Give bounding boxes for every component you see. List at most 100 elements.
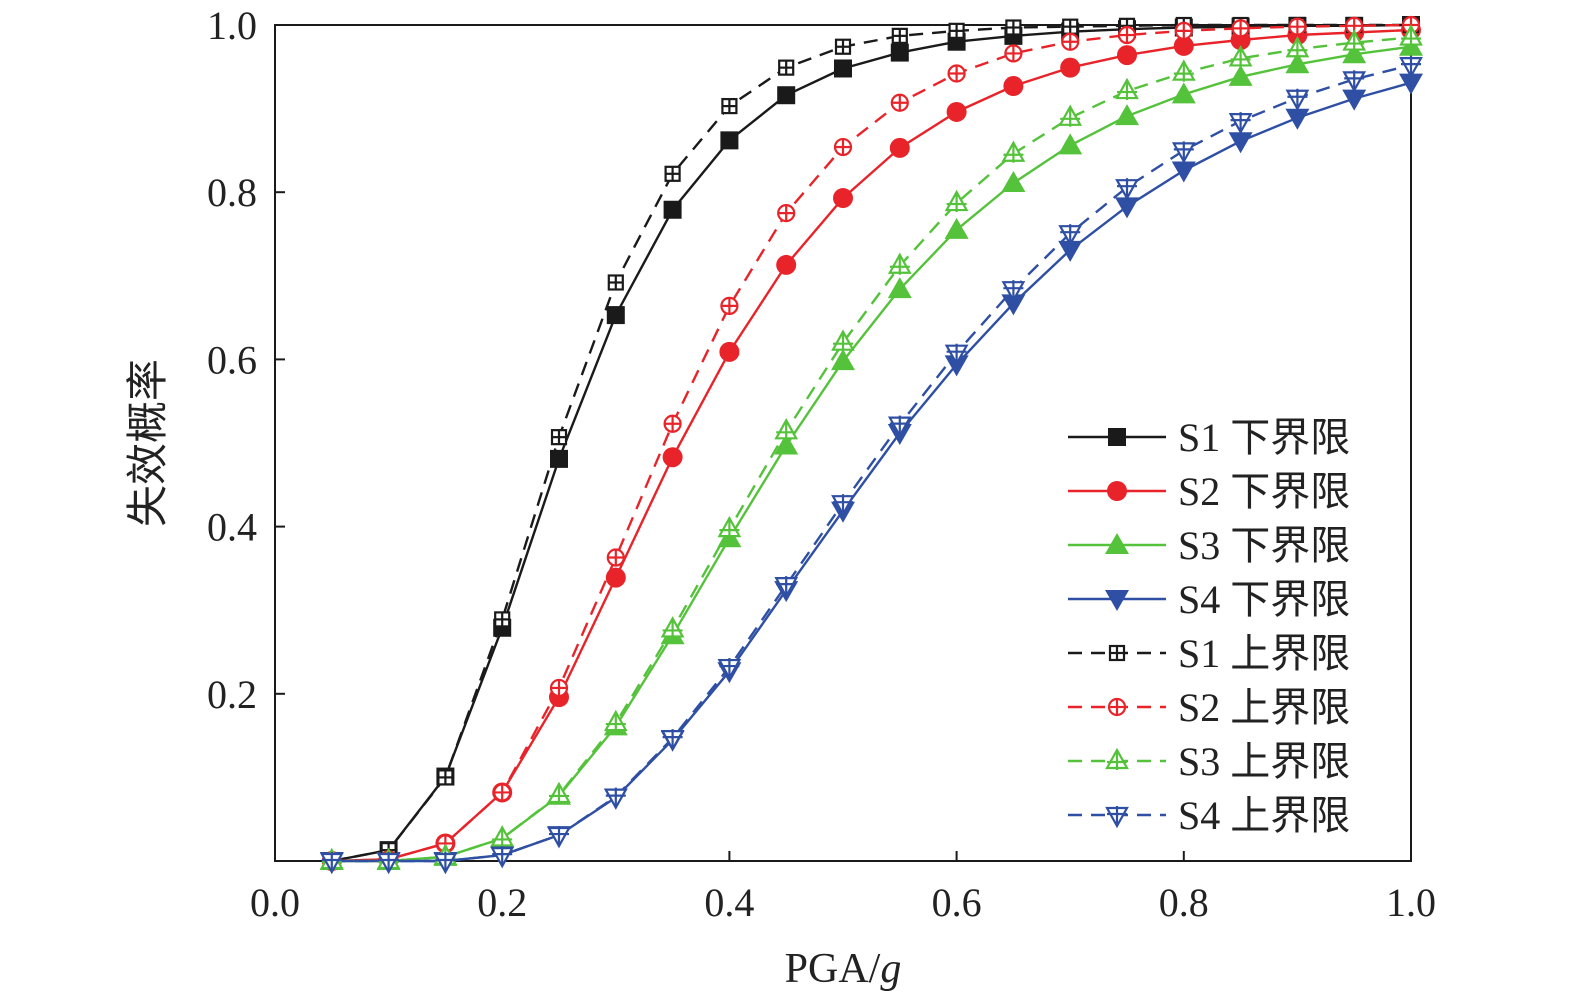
legend-swatch-marker <box>1105 533 1129 554</box>
data-point-s1-11 <box>890 43 909 62</box>
data-point-s5-3 <box>437 769 454 786</box>
data-point-s6-13 <box>1004 44 1023 63</box>
series-line-5 <box>331 23 1411 863</box>
legend-swatch-marker <box>1108 644 1126 662</box>
data-point-s8-2 <box>376 852 401 875</box>
data-point-s6-4 <box>493 783 512 802</box>
x-axis-title: PGA/g <box>785 946 902 992</box>
y-tick-label: 0.4 <box>207 505 257 550</box>
series-line-4 <box>331 81 1412 863</box>
data-point-s1-6 <box>606 306 625 325</box>
data-point-s3-13 <box>1001 171 1026 193</box>
series-line-1 <box>331 23 1412 863</box>
data-point-s6-10 <box>833 137 853 157</box>
data-point-s5-8 <box>721 97 738 115</box>
data-point-s4-18 <box>1285 108 1310 130</box>
data-point-s1-5 <box>550 449 568 468</box>
y-tick-label: 1.0 <box>207 3 257 48</box>
data-point-s6-7 <box>663 414 682 433</box>
data-point-s3-16 <box>1171 82 1196 104</box>
data-point-s1-8 <box>720 131 739 150</box>
data-point-s5-11 <box>891 27 908 44</box>
data-point-s8-9 <box>774 576 799 599</box>
data-point-s8-19 <box>1342 70 1367 93</box>
data-point-s4-15 <box>1115 197 1139 219</box>
data-point-s3-12 <box>944 217 969 239</box>
legend-item: S4 上界限 <box>1068 793 1350 838</box>
data-point-s4-17 <box>1228 132 1253 154</box>
data-point-s8-16 <box>1171 141 1196 164</box>
data-point-s5-7 <box>664 165 681 182</box>
data-point-s8-12 <box>944 343 969 366</box>
data-point-s7-12 <box>944 189 969 213</box>
data-point-s4-16 <box>1171 161 1196 183</box>
data-point-s8-10 <box>831 494 855 517</box>
data-point-s8-14 <box>1058 224 1083 247</box>
data-point-s6-11 <box>890 93 909 112</box>
data-point-s3-10 <box>831 349 855 371</box>
y-tick-label: 0.2 <box>207 672 257 717</box>
data-point-s2-6 <box>605 567 626 588</box>
data-point-s1-10 <box>834 59 852 78</box>
series-line-6 <box>331 23 1412 863</box>
data-point-s4-19 <box>1342 89 1367 111</box>
legend-item: S3 下界限 <box>1068 523 1350 568</box>
data-point-s6-5 <box>549 678 569 698</box>
legend-swatch-marker <box>1105 747 1129 770</box>
data-point-s7-20 <box>1399 24 1423 47</box>
data-point-s8-18 <box>1285 88 1310 111</box>
data-point-s6-8 <box>720 296 739 315</box>
data-point-s8-11 <box>887 415 912 438</box>
data-point-s3-17 <box>1228 64 1253 86</box>
data-point-s7-8 <box>717 515 742 539</box>
data-point-s3-9 <box>774 433 799 455</box>
x-tick-label: 1.0 <box>1386 880 1436 925</box>
data-point-s7-15 <box>1115 77 1139 101</box>
data-point-s7-4 <box>490 825 515 848</box>
data-point-s4-13 <box>1001 294 1026 316</box>
data-point-s5-14 <box>1062 18 1079 35</box>
y-tick-label: 0.8 <box>207 170 257 215</box>
data-point-s5-12 <box>948 22 965 39</box>
data-point-s6-12 <box>947 64 966 83</box>
data-point-s2-9 <box>776 254 797 275</box>
data-point-s6-9 <box>777 204 796 223</box>
x-axis-title-main: PGA/ <box>785 946 881 992</box>
data-point-s5-4 <box>494 611 511 628</box>
data-point-s5-13 <box>1005 19 1022 36</box>
series-line-8 <box>331 63 1412 863</box>
data-point-s3-14 <box>1058 133 1083 155</box>
data-point-s7-9 <box>774 418 799 441</box>
data-point-s2-7 <box>662 447 683 468</box>
legend-label: S1 上界限 <box>1178 631 1350 676</box>
data-point-s7-10 <box>831 329 855 352</box>
y-tick-label: 0.6 <box>207 337 257 382</box>
data-point-s7-11 <box>887 252 912 275</box>
legend-swatch-marker <box>1108 428 1126 446</box>
data-point-s3-18 <box>1285 52 1310 74</box>
legend-item: S2 下界限 <box>1068 469 1350 514</box>
legend: S1 下界限 S2 下界限 S3 下界限 S4 下界限 S1 上界限 S2 上界限 S3 上… <box>1068 415 1350 838</box>
legend-label: S4 下界限 <box>1178 577 1350 622</box>
data-point-s4-14 <box>1058 240 1083 262</box>
data-point-s7-5 <box>547 781 571 804</box>
data-point-s8-7 <box>660 729 685 752</box>
data-point-s7-18 <box>1285 35 1310 59</box>
data-point-s8-20 <box>1399 56 1423 79</box>
x-axis-title-italic: g <box>880 946 901 992</box>
data-point-s8-3 <box>433 852 458 875</box>
data-point-s3-11 <box>887 277 912 299</box>
legend-swatch-marker <box>1105 806 1129 829</box>
data-point-s6-16 <box>1174 21 1193 40</box>
data-point-s2-13 <box>1003 76 1024 97</box>
data-point-s1-7 <box>663 200 682 219</box>
data-point-s2-16 <box>1173 35 1194 56</box>
data-point-s7-14 <box>1058 104 1083 127</box>
data-point-s7-7 <box>660 616 685 639</box>
data-point-s8-15 <box>1115 178 1139 201</box>
data-point-s7-13 <box>1001 140 1026 163</box>
data-point-s7-17 <box>1228 45 1253 68</box>
series-lines <box>331 23 1412 863</box>
legend-label: S3 下界限 <box>1178 523 1350 568</box>
